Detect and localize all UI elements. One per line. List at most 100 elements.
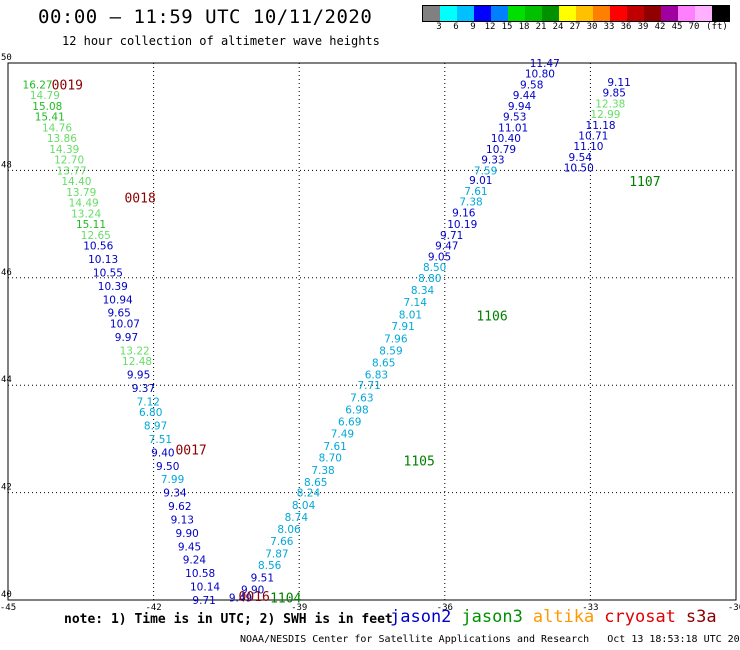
wave-height-value: 8.56 — [258, 560, 282, 572]
pass-label: 1105 — [404, 454, 435, 469]
wave-height-value: 8.59 — [379, 345, 402, 357]
wave-height-value: 13.24 — [71, 208, 101, 220]
legend-label: 15 — [501, 22, 513, 32]
wave-height-value: 7.61 — [323, 441, 346, 453]
wave-height-value: 10.58 — [185, 568, 215, 580]
wave-height-value: 10.56 — [83, 241, 113, 253]
wave-height-value: 10.50 — [564, 163, 594, 175]
axis-tick-labels: -45 -42 -39 -36 -33 -30 40 42 44 46 48 50 — [0, 53, 740, 613]
data-value-labels: 16.2714.7915.0815.4114.7613.8614.3912.70… — [23, 58, 631, 607]
wave-height-value: 7.66 — [270, 536, 294, 548]
wave-height-value: 9.97 — [115, 332, 138, 344]
wave-height-value: 13.86 — [47, 133, 77, 145]
legend-swatch — [695, 6, 712, 21]
wave-height-value: 9.01 — [469, 175, 492, 187]
legend-label: (ft) — [706, 22, 728, 32]
wave-height-value: 8.50 — [423, 262, 446, 274]
wave-height-value: 7.12 — [137, 396, 160, 408]
wave-height-value: 8.65 — [304, 477, 327, 489]
legend-label: 9 — [470, 22, 476, 32]
wave-height-value: 9.49 — [229, 592, 252, 604]
x-tick-label: -30 — [728, 603, 740, 613]
satellite-cryosat: cryosat — [604, 607, 676, 627]
wave-height-value: 8.24 — [297, 488, 321, 500]
wave-height-value: 8.65 — [372, 358, 395, 370]
wave-height-value: 9.65 — [107, 308, 130, 320]
wave-height-value: 8.80 — [418, 273, 441, 285]
wave-height-value: 12.38 — [595, 98, 625, 110]
wave-height-value: 9.71 — [192, 595, 215, 607]
legend-swatch — [542, 6, 559, 21]
plot-grid — [8, 63, 736, 600]
wave-height-value: 14.79 — [30, 90, 60, 102]
legend-swatch — [525, 6, 542, 21]
y-tick-label: 42 — [1, 483, 12, 493]
wave-height-value: 10.14 — [190, 582, 220, 594]
wave-height-value: 11.01 — [498, 122, 528, 134]
wave-height-value: 9.33 — [481, 155, 504, 167]
wave-height-value: 15.08 — [32, 101, 62, 113]
wave-height-value: 8.74 — [285, 512, 309, 524]
wave-height-value: 7.99 — [161, 474, 184, 486]
wave-height-value: 6.80 — [139, 407, 162, 419]
wave-height-value: 10.71 — [578, 130, 608, 142]
credit-footer: NOAA/NESDIS Center for Satellite Applica… — [240, 634, 740, 645]
wave-height-value: 12.65 — [81, 230, 111, 242]
wave-height-value: 9.62 — [168, 501, 191, 513]
wave-height-value: 9.90 — [175, 528, 198, 540]
wave-height-value: 10.39 — [98, 281, 128, 293]
wave-height-value: 12.48 — [122, 356, 152, 368]
pass-label: 0016 — [239, 590, 270, 605]
legend-swatch — [712, 6, 729, 21]
y-tick-label: 40 — [1, 590, 12, 600]
wave-height-value: 7.59 — [474, 165, 497, 177]
x-tick-label: -39 — [291, 603, 307, 613]
legend-label: 12 — [484, 22, 496, 32]
wave-height-value: 10.19 — [447, 219, 477, 231]
wave-height-value: 13.79 — [66, 187, 96, 199]
wave-height-value: 9.13 — [171, 514, 194, 526]
wave-height-value: 9.24 — [183, 555, 207, 567]
wave-height-value: 9.94 — [508, 101, 532, 113]
x-tick-label: -42 — [145, 603, 161, 613]
color-scale-legend — [422, 5, 730, 22]
satellite-s3a: s3a — [685, 607, 717, 627]
wave-height-value: 7.51 — [149, 434, 172, 446]
pass-label: 0018 — [124, 191, 155, 206]
x-tick-label: -33 — [582, 603, 598, 613]
wave-height-value: 8.04 — [292, 500, 316, 512]
legend-swatch — [644, 6, 661, 21]
legend-label: 33 — [603, 22, 615, 32]
legend-label: 27 — [569, 22, 581, 32]
wave-height-value: 12.99 — [590, 109, 620, 121]
legend-label: 39 — [637, 22, 649, 32]
plot-frame — [7, 62, 737, 601]
legend-swatch — [440, 6, 457, 21]
wave-height-value: 9.51 — [251, 572, 274, 584]
legend-swatch — [423, 6, 440, 21]
wave-height-value: 9.11 — [607, 77, 630, 89]
wave-height-value: 11.18 — [586, 120, 616, 132]
wave-height-value: 7.96 — [384, 333, 408, 345]
wave-height-value: 7.38 — [459, 197, 482, 209]
legend-swatch — [474, 6, 491, 21]
pass-label: 0019 — [52, 78, 83, 93]
wave-height-value: 10.55 — [93, 267, 123, 279]
legend-swatch — [576, 6, 593, 21]
pass-label: 1104 — [270, 591, 301, 606]
y-tick-label: 44 — [1, 375, 12, 385]
wave-height-value: 9.34 — [163, 488, 187, 500]
legend-label: 70 — [688, 22, 700, 32]
wave-height-value: 9.50 — [156, 461, 179, 473]
wave-height-value: 7.61 — [464, 186, 487, 198]
legend-label: 24 — [552, 22, 564, 32]
page-subtitle: 12 hour collection of altimeter wave hei… — [62, 34, 380, 48]
wave-height-value: 14.49 — [69, 198, 99, 210]
wave-height-value: 9.45 — [178, 541, 201, 553]
wave-height-value: 9.16 — [452, 207, 476, 219]
plot-axes — [7, 62, 737, 601]
page-title: 00:00 – 11:59 UTC 10/11/2020 — [38, 6, 373, 28]
wave-height-value: 9.71 — [440, 230, 463, 242]
wave-height-value: 10.80 — [525, 69, 555, 81]
